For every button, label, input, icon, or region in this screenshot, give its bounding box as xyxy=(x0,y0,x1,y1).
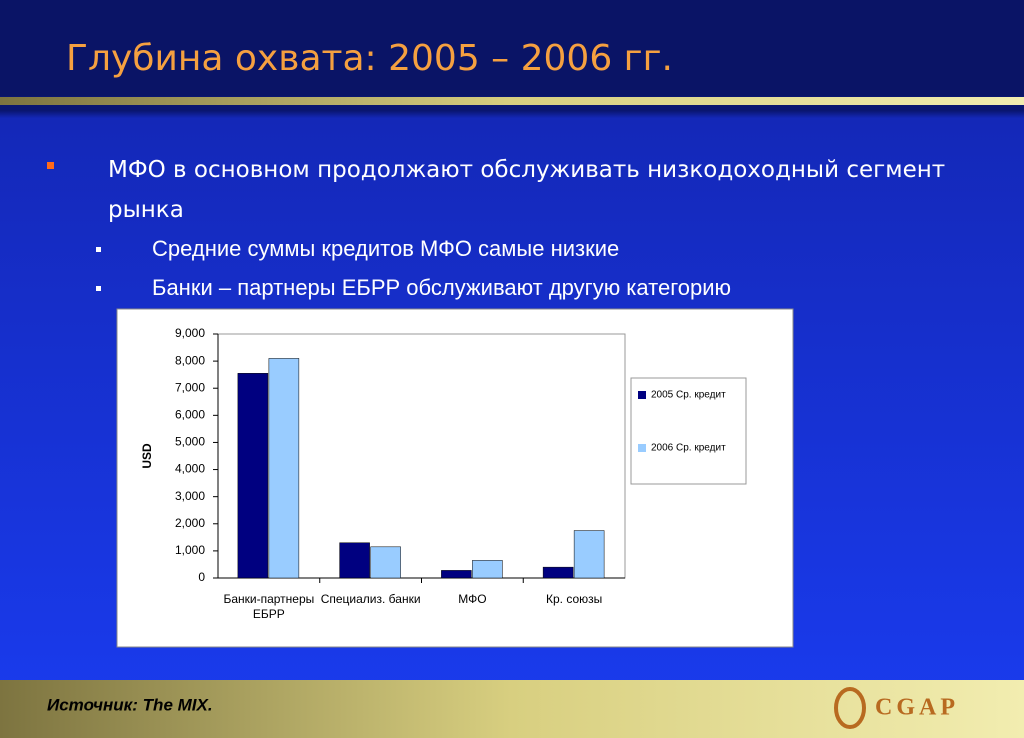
divider xyxy=(0,97,1024,105)
source: Источник: The MIX. xyxy=(47,695,213,714)
bar xyxy=(573,530,605,579)
y-tick-label: 6,000 xyxy=(175,408,205,422)
sub-bullet-marker xyxy=(96,286,101,291)
bar xyxy=(268,358,300,579)
legend-box xyxy=(630,377,747,485)
logo: CGAP xyxy=(875,695,959,721)
bullet-marker xyxy=(47,162,54,169)
sub-bullet: Банки – партнеры ЕБРР обслуживают другую… xyxy=(152,275,731,300)
bullet-box: МФО в основном продолжают обслуживать ни… xyxy=(108,157,946,223)
y-tick-label: 7,000 xyxy=(175,380,205,394)
y-tick-label: 4,000 xyxy=(175,462,205,476)
y-tick-label: 8,000 xyxy=(175,353,205,367)
y-tick-label: 0 xyxy=(198,570,205,584)
bar xyxy=(339,542,370,579)
sub-bullet-marker xyxy=(96,247,101,252)
sub-bullet: Средние суммы кредитов МФО самые низкие xyxy=(152,236,619,261)
x-tick-label: Специализ. банки xyxy=(320,592,421,606)
legend-label: 2006 Ср. кредит xyxy=(651,443,726,454)
y-tick-label: 5,000 xyxy=(175,435,205,449)
title-band xyxy=(0,0,1024,96)
y-axis-label: USD xyxy=(140,443,154,469)
logo-mark xyxy=(834,687,866,729)
x-tick-label: Банки-партнеры ЕБРР xyxy=(223,592,315,621)
x-tick-label: МФО xyxy=(458,592,487,606)
bar xyxy=(370,546,401,579)
legend-swatch xyxy=(638,391,646,399)
legend-swatch xyxy=(638,444,646,452)
bar xyxy=(237,373,269,579)
bar xyxy=(441,570,472,579)
bar xyxy=(472,560,503,579)
bullet: МФО в основном продолжают обслуживать ни… xyxy=(108,157,946,223)
bar xyxy=(542,566,574,579)
x-tick-label: Кр. союзы xyxy=(545,592,603,606)
y-tick-label: 3,000 xyxy=(175,489,205,503)
y-tick-label: 9,000 xyxy=(175,326,205,340)
legend-label: 2005 Ср. кредит xyxy=(651,390,726,401)
y-tick-label: 1,000 xyxy=(175,543,205,557)
title: Глубина охвата: 2005 – 2006 гг. xyxy=(66,38,673,79)
y-tick-label: 2,000 xyxy=(175,516,205,530)
